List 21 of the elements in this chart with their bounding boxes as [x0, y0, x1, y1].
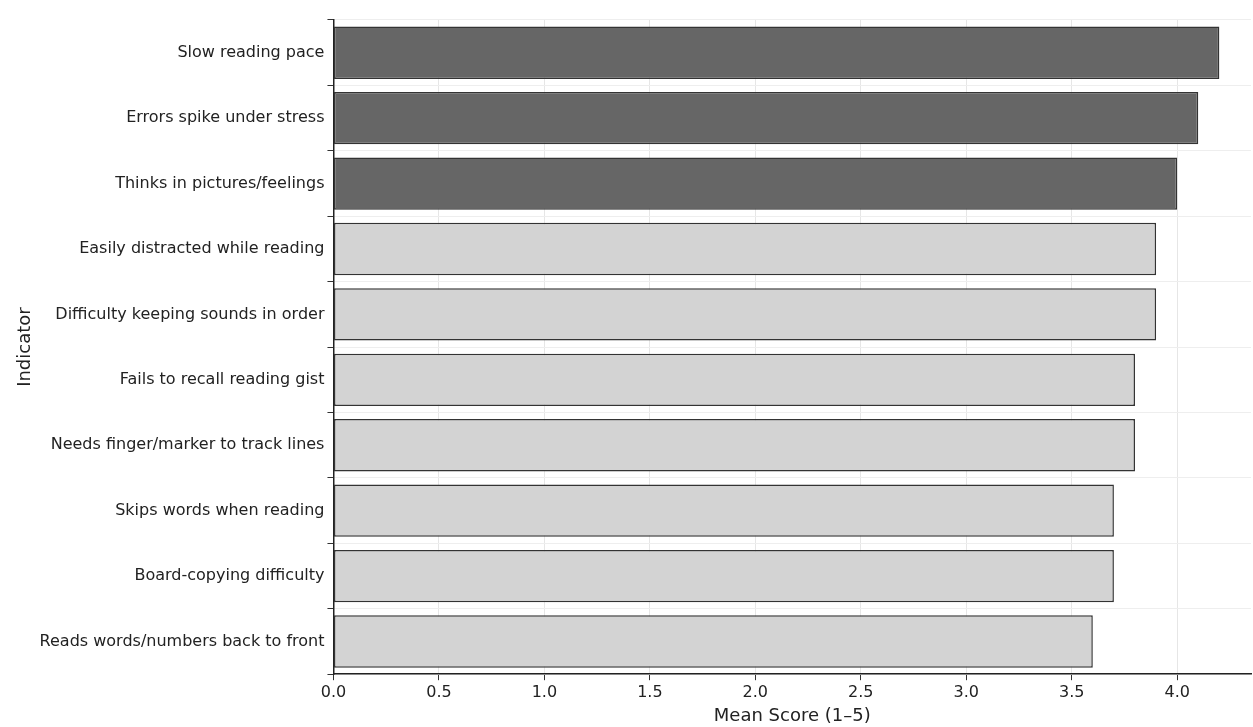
x-tick-label: 2.5 [848, 681, 874, 701]
x-tick-label: 2.0 [742, 681, 769, 701]
x-tick-label: 3.0 [953, 681, 979, 701]
y-tick-label: Board-copying difficulty [134, 565, 325, 585]
x-tick-label: 1.5 [637, 681, 663, 701]
y-tick-label: Slow reading pace [177, 41, 325, 61]
x-axis-title: Mean Score (1–5) [713, 703, 871, 725]
y-axis-title: Indicator [13, 306, 35, 387]
y-tick-label: Skips words when reading [115, 499, 325, 519]
y-tick-label: Needs finger/marker to track lines [50, 434, 325, 454]
y-tick-label: Reads words/numbers back to front [39, 630, 325, 650]
x-tick-label: 4.0 [1164, 681, 1190, 701]
y-tick-label: Difficulty keeping sounds in order [55, 303, 325, 323]
x-tick-label: 0.0 [320, 681, 347, 701]
x-tick-label: 0.5 [426, 681, 452, 701]
x-tick-label: 1.0 [531, 681, 558, 701]
y-tick-label: Thinks in pictures/feelings [114, 172, 325, 192]
x-tick-label: 3.5 [1058, 681, 1085, 701]
y-tick-label: Fails to recall reading gist [119, 368, 325, 388]
y-tick-label: Easily distracted while reading [79, 238, 325, 258]
y-tick-label: Errors spike under stress [126, 107, 325, 127]
